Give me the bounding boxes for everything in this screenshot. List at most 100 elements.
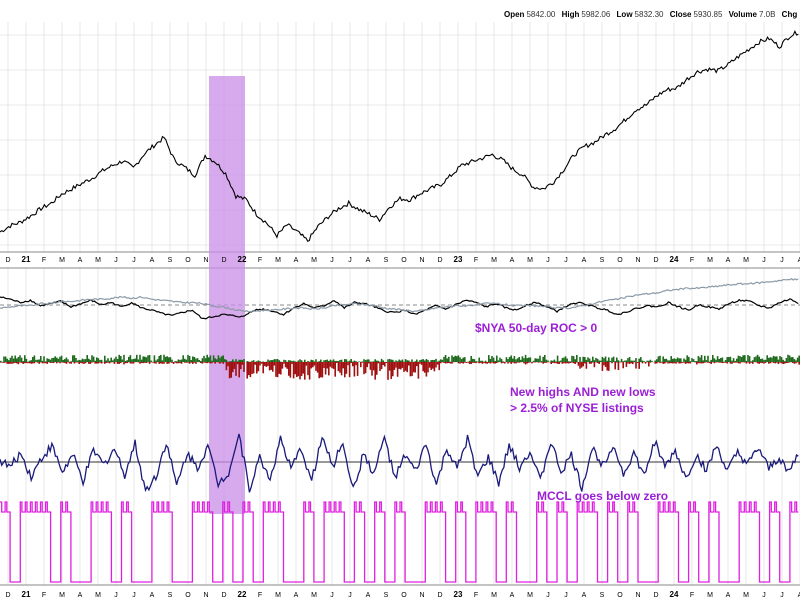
hilo-bar-up xyxy=(696,361,698,362)
hilo-bar-down xyxy=(648,362,650,367)
hilo-bar-down xyxy=(411,362,413,377)
hilo-bar-down xyxy=(518,362,520,363)
hilo-bar-down xyxy=(593,362,596,368)
month-tick-label: J xyxy=(132,257,136,264)
hilo-bar-down xyxy=(542,362,544,364)
hilo-bar-down xyxy=(440,362,442,364)
hilo-bar-down xyxy=(404,362,407,371)
hilo-bar-down xyxy=(649,362,652,363)
hilo-bar-up xyxy=(587,357,589,362)
hilo-bar-up xyxy=(414,361,416,362)
hilo-bar-down xyxy=(368,362,370,364)
hilo-bar-up xyxy=(572,356,575,362)
hilo-bar-down xyxy=(598,362,600,364)
hilo-bar-up xyxy=(684,359,687,362)
hilo-bar-up xyxy=(792,357,794,362)
hilo-bar-up xyxy=(668,360,671,362)
hilo-bar-up xyxy=(180,359,183,362)
hilo-bar-down xyxy=(43,362,45,364)
hilo-bar-down xyxy=(190,362,192,363)
month-tick-label: N xyxy=(203,257,208,264)
hilo-bar-down xyxy=(302,362,304,374)
hilo-bar-down xyxy=(438,362,440,371)
hilo-bar-down xyxy=(550,362,552,365)
hilo-bar-up xyxy=(427,359,429,362)
hilo-bar-down xyxy=(416,362,418,367)
hilo-bar-up xyxy=(691,358,693,362)
hilo-bar-down xyxy=(481,362,484,364)
hilo-bar-up xyxy=(420,359,423,362)
hilo-bar-up xyxy=(209,355,212,362)
year-tick-label: 22 xyxy=(238,590,247,599)
hilo-bar-down xyxy=(670,362,672,364)
hilo-bar-up xyxy=(755,356,757,362)
hilo-bar-up xyxy=(40,355,42,362)
month-tick-label: M xyxy=(491,592,497,599)
hilo-bar-up xyxy=(257,360,260,362)
hilo-bar-up xyxy=(124,360,127,362)
hilo-bar-up xyxy=(382,360,384,362)
hilo-bar-down xyxy=(659,362,661,364)
hilo-bar-down xyxy=(678,362,680,364)
hilo-bar-down xyxy=(171,362,173,363)
hilo-bar-down xyxy=(180,362,183,364)
hilo-bar-up xyxy=(395,360,397,362)
hilo-bar-up xyxy=(190,359,192,362)
hilo-bar-down xyxy=(153,362,156,364)
hilo-bar-down xyxy=(464,362,466,363)
month-tick-label: A xyxy=(366,592,371,599)
month-tick-label: M xyxy=(311,592,317,599)
hilo-bar-up xyxy=(112,360,114,362)
hilo-bar-down xyxy=(361,362,364,363)
hilo-bar-down xyxy=(644,362,647,364)
hilo-bar-up xyxy=(334,360,336,362)
hilo-bar-down xyxy=(606,362,608,371)
hilo-bar-down xyxy=(0,362,2,363)
hilo-bar-down xyxy=(80,362,82,363)
hilo-bar-down xyxy=(235,362,237,376)
hilo-bar-up xyxy=(707,355,709,362)
hilo-bar-up xyxy=(328,360,330,362)
hilo-bar-up xyxy=(78,359,80,362)
hilo-bar-down xyxy=(352,362,354,367)
series-line-price xyxy=(0,29,799,243)
hilo-bar-down xyxy=(91,362,93,363)
hilo-bar-up xyxy=(347,361,349,362)
hilo-bar-up xyxy=(32,357,34,362)
hilo-bar-up xyxy=(542,356,544,362)
hilo-bar-up xyxy=(758,356,760,362)
hilo-bar-up xyxy=(17,356,20,362)
hilo-bar-up xyxy=(600,360,602,362)
hilo-bar-down xyxy=(124,362,127,364)
hilo-bar-down xyxy=(745,362,748,364)
hilo-bar-up xyxy=(329,359,332,362)
month-tick-label: J xyxy=(564,592,568,599)
hilo-bar-down xyxy=(776,362,778,363)
hilo-bar-up xyxy=(148,355,151,362)
hilo-bar-down xyxy=(321,362,324,378)
hilo-bar-up xyxy=(406,360,408,362)
close-label: Close xyxy=(669,10,692,19)
month-tick-label: A xyxy=(798,257,800,264)
hilo-bar-up xyxy=(536,358,538,362)
month-tick-label: N xyxy=(635,592,640,599)
hilo-bar-down xyxy=(329,362,332,367)
hilo-bar-up xyxy=(251,360,253,362)
hilo-bar-up xyxy=(208,357,210,362)
hilo-bar-up xyxy=(564,356,567,362)
hilo-bar-down xyxy=(470,362,472,364)
hilo-bar-up xyxy=(246,361,248,362)
hilo-bar-down xyxy=(654,362,656,364)
hilo-bar-down xyxy=(516,362,519,363)
hilo-bar-down xyxy=(126,362,128,364)
month-tick-label: F xyxy=(258,257,262,264)
hilo-bar-up xyxy=(44,361,47,362)
hilo-bar-up xyxy=(500,359,503,362)
hilo-bar-down xyxy=(673,362,676,364)
hilo-bar-up xyxy=(161,360,164,362)
hilo-bar-down xyxy=(372,362,375,371)
hilo-bar-down xyxy=(313,362,316,366)
hilo-bar-up xyxy=(80,360,82,362)
hilo-bar-up xyxy=(670,356,672,362)
hilo-bar-down xyxy=(230,362,232,378)
